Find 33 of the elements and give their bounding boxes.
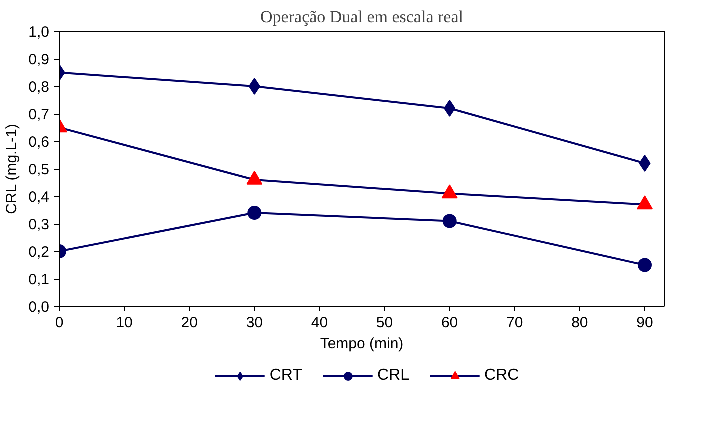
y-tick-label: 0,4 <box>28 189 50 206</box>
point <box>248 206 262 220</box>
x-tick-label: 60 <box>441 314 458 332</box>
legend-label: CRC <box>484 367 520 385</box>
x-tick-label: 70 <box>506 314 524 332</box>
point <box>638 258 652 272</box>
x-tick-label: 10 <box>116 314 133 332</box>
y-tick-label: 0,3 <box>28 216 50 234</box>
x-tick-label: 90 <box>636 314 654 332</box>
legend-label: CRL <box>377 367 410 385</box>
y-axis-title: CRL (mg.L-1) <box>4 124 21 214</box>
x-tick-label: 0 <box>55 314 64 332</box>
y-tick-label: 0,7 <box>28 106 50 124</box>
x-axis-title: Tempo (min) <box>320 336 404 352</box>
chart-title: Operação Dual em escala real <box>260 8 464 26</box>
point <box>639 155 651 172</box>
y-tick-label: 0,6 <box>28 134 50 151</box>
y-tick-label: 0,8 <box>28 79 50 96</box>
y-tick-label: 0,2 <box>28 244 50 261</box>
x-tick-label: 20 <box>181 314 198 332</box>
x-tick-label: 30 <box>246 314 264 332</box>
y-tick-label: 0,9 <box>28 52 50 68</box>
point <box>248 78 260 95</box>
point <box>442 214 457 228</box>
y-tick-label: 1,0 <box>28 24 50 41</box>
y-tick-label: 0,0 <box>28 299 50 316</box>
x-tick-label: 80 <box>572 314 588 332</box>
point <box>444 100 456 117</box>
y-tick-label: 0,1 <box>28 272 50 288</box>
legend-label: CRT <box>270 367 302 385</box>
y-tick-label: 0,5 <box>28 162 50 178</box>
x-tick-label: 50 <box>376 314 394 332</box>
x-tick-label: 40 <box>311 314 328 332</box>
